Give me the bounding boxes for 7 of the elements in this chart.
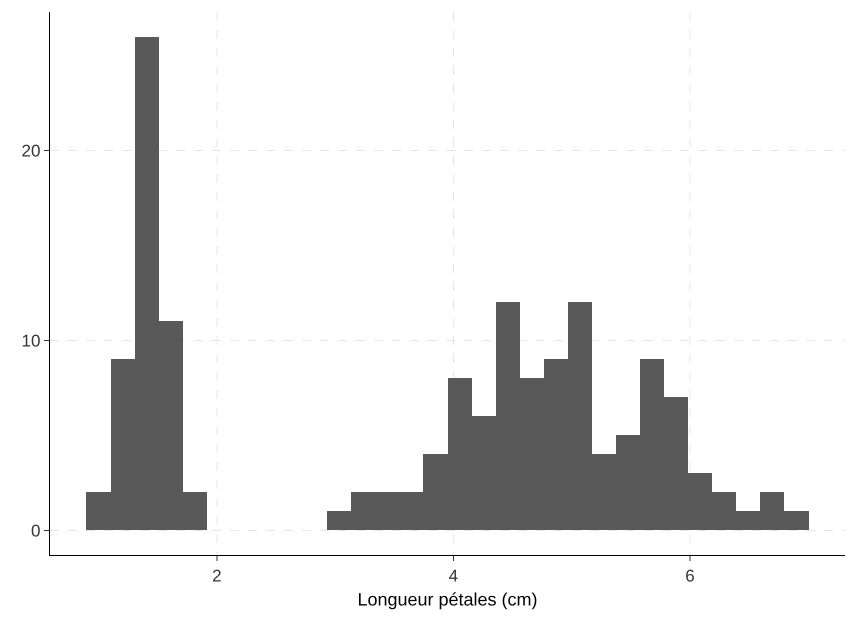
x-axis-title: Longueur pétales (cm) (357, 590, 538, 610)
x-tick-label: 2 (212, 566, 222, 586)
x-tick-label: 4 (448, 566, 458, 586)
x-tick-label: 6 (685, 566, 695, 586)
y-tick-label: 0 (30, 521, 40, 540)
y-tick-label: 20 (22, 142, 40, 161)
y-tick-label: 10 (22, 331, 40, 350)
